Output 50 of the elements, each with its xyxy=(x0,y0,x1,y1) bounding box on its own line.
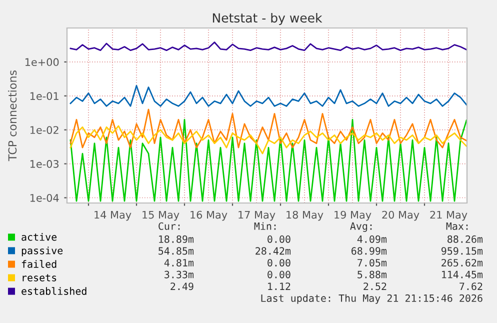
text: 0.00 xyxy=(268,235,290,243)
text: 2.49 xyxy=(170,282,194,290)
y-axis-title: TCP connections xyxy=(8,70,17,162)
text: 7.62 xyxy=(460,282,482,290)
text: 114.45m xyxy=(442,270,483,278)
line-series xyxy=(70,118,467,202)
text: 3.33m xyxy=(164,270,194,278)
text: 1.12 xyxy=(268,282,290,290)
y-tick-label: 1e-02 xyxy=(30,126,58,134)
chart-title: Netstat - by week xyxy=(212,12,322,26)
text: Min: xyxy=(254,222,276,230)
text: 28.42m xyxy=(256,247,291,255)
legend-label: failed xyxy=(22,260,56,268)
text: 265.62m xyxy=(442,258,483,267)
text: 4.09m xyxy=(357,235,387,243)
x-tick-label: 20 May xyxy=(382,210,420,221)
legend-label: resets xyxy=(22,274,56,282)
text: 2.52 xyxy=(364,282,386,290)
x-tick-label: 16 May xyxy=(190,210,228,221)
x-tick-label: 21 May xyxy=(430,210,468,221)
x-tick-label: 18 May xyxy=(286,210,324,221)
text: 0.00 xyxy=(268,258,290,267)
text: 88.26m xyxy=(448,235,483,243)
text: 68.99m xyxy=(352,247,387,255)
line-series xyxy=(70,125,467,154)
text: 959.15m xyxy=(441,247,483,255)
line-series xyxy=(70,84,467,107)
legend-label: active xyxy=(22,233,57,241)
x-tick-label: 19 May xyxy=(334,210,372,221)
y-tick-label: 1e+00 xyxy=(25,58,59,66)
y-tick-label: 1e-01 xyxy=(30,92,58,100)
y-tick-label: 1e-04 xyxy=(30,194,59,202)
text: 4.81m xyxy=(164,258,194,267)
text: Cur: xyxy=(158,222,180,230)
line-series xyxy=(70,42,467,52)
line-series xyxy=(70,108,467,148)
text: 7.05m xyxy=(358,258,387,267)
text: Avg: xyxy=(350,222,372,232)
x-tick-label: 14 May xyxy=(94,210,132,221)
text: 18.89m xyxy=(159,235,194,243)
legend-label: established xyxy=(22,287,86,295)
legend-label: passive xyxy=(22,246,63,256)
text: 54.85m xyxy=(158,247,194,255)
text: Last update: Thu May 21 21:15:46 2026 xyxy=(261,294,482,304)
text: 0.00 xyxy=(268,270,290,278)
text: 5.88m xyxy=(358,270,387,278)
y-tick-label: 1e-03 xyxy=(30,160,59,168)
x-tick-label: 17 May xyxy=(238,210,276,221)
text: Max: xyxy=(446,222,468,230)
x-tick-label: 15 May xyxy=(142,210,180,221)
